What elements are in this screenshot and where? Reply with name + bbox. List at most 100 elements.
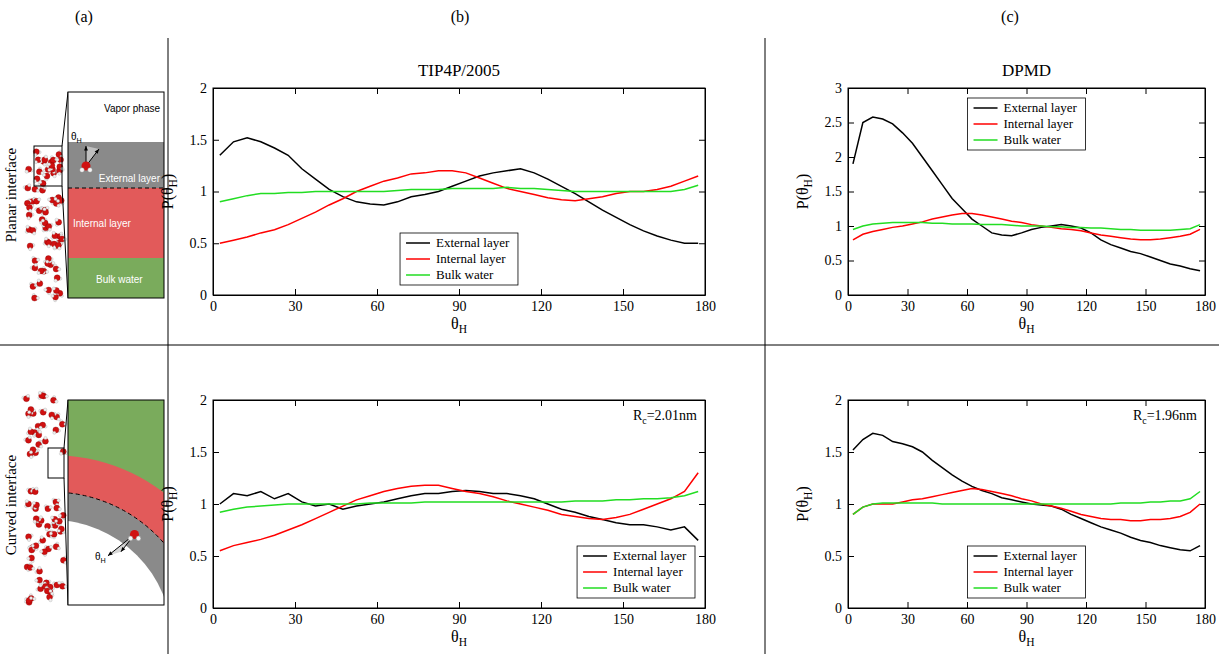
axis: 00.511.52 <box>190 393 220 616</box>
layer-divider <box>68 188 164 189</box>
tick-label: 1.5 <box>825 184 843 199</box>
plot-frame <box>213 88 705 295</box>
tick-mark <box>967 602 968 608</box>
series-line <box>853 214 1200 240</box>
tick-label: 2 <box>835 393 842 408</box>
legend-swatch <box>974 571 998 573</box>
molecule-h <box>32 567 35 570</box>
tick <box>459 400 460 406</box>
molecule-h <box>58 268 61 271</box>
tick-label: 1 <box>200 497 207 512</box>
tick-mark <box>295 88 296 94</box>
legend-label: External layer <box>613 548 687 563</box>
tick <box>1027 400 1028 406</box>
molecule-h <box>37 279 40 282</box>
legend: External layerInternal layerBulk water <box>968 98 1086 150</box>
tick: 150 <box>613 289 634 314</box>
molecule-h <box>58 247 61 250</box>
molecule-h <box>56 199 59 202</box>
molecule-h <box>52 231 55 234</box>
molecule-h <box>39 584 42 587</box>
molecule-h <box>25 170 28 173</box>
tick-label: 0 <box>200 601 207 616</box>
tick-label: 60 <box>961 612 975 627</box>
molecule-h <box>37 271 40 274</box>
molecule-h <box>55 400 58 403</box>
molecule-h <box>29 596 32 599</box>
tick-mark <box>213 295 219 296</box>
tick <box>699 295 705 296</box>
legend-swatch <box>974 587 998 589</box>
zoom-line <box>62 186 68 298</box>
molecule-h <box>64 585 67 588</box>
tick <box>699 88 705 89</box>
tick-label: 0 <box>835 288 842 303</box>
axis-line <box>1205 401 1206 609</box>
molecule-h <box>38 198 41 201</box>
tick-mark <box>213 556 219 557</box>
tick-label: 30 <box>901 612 915 627</box>
legend-swatch <box>974 139 998 141</box>
series-line <box>220 171 698 243</box>
tick: 2.5 <box>825 115 855 130</box>
tick: 0 <box>835 601 854 616</box>
tick <box>1199 157 1205 158</box>
molecule-h <box>32 501 35 504</box>
molecule-o <box>60 448 66 454</box>
tick <box>1199 556 1205 557</box>
molecule-h <box>56 199 59 202</box>
column-label: (b) <box>451 8 470 26</box>
legend-swatch <box>583 571 607 573</box>
molecule-h <box>52 287 55 290</box>
tick-mark <box>848 192 854 193</box>
y-axis-title: P(θH) <box>159 486 179 522</box>
tick-mark <box>848 504 854 505</box>
molecule-h <box>27 538 30 541</box>
legend-label: External layer <box>1004 100 1078 115</box>
zoom-line <box>64 478 68 605</box>
tick-mark <box>848 295 854 296</box>
tick-mark <box>699 140 705 141</box>
external-band <box>68 142 164 188</box>
legend-label: External layer <box>1004 548 1078 563</box>
tick <box>1086 400 1087 406</box>
tick-mark <box>1027 602 1028 608</box>
legend-box <box>968 546 1086 598</box>
tick: 1.5 <box>190 445 220 460</box>
tick-mark <box>1086 602 1087 608</box>
tick-mark <box>1027 289 1028 295</box>
arrow-head <box>121 547 125 552</box>
tick-mark <box>459 289 460 295</box>
tick-mark <box>1146 602 1147 608</box>
tick-mark <box>623 602 624 608</box>
molecule-h <box>47 163 50 166</box>
tick-mark <box>848 608 854 609</box>
tick: 60 <box>961 289 975 314</box>
molecule-h <box>38 391 41 394</box>
molecule-h <box>44 288 47 291</box>
molecule-h <box>43 208 46 211</box>
tick-mark <box>1199 261 1205 262</box>
legend-swatch <box>406 258 430 260</box>
molecule-h <box>128 536 133 541</box>
legend: External layerInternal layerBulk water <box>968 546 1086 598</box>
molecule-h <box>28 411 31 414</box>
tick: 1 <box>200 184 219 199</box>
legend-swatch <box>974 555 998 557</box>
tick-label: 0.5 <box>825 253 843 268</box>
axis-line <box>705 401 706 609</box>
tick: 1 <box>835 219 854 234</box>
tick-label: 0.5 <box>825 549 843 564</box>
tick-label: 0 <box>210 612 217 627</box>
annotation: Rc=1.96nm <box>1133 408 1197 426</box>
molecule-h <box>39 426 42 429</box>
tick-label: 180 <box>1195 612 1216 627</box>
tick <box>1199 226 1205 227</box>
tick-label: 180 <box>695 612 716 627</box>
x-axis-title: θH <box>1019 628 1035 648</box>
series-line <box>853 117 1200 271</box>
tick-label: 30 <box>901 299 915 314</box>
tick-mark <box>213 243 219 244</box>
molecule-h <box>47 198 50 201</box>
tick: 90 <box>453 289 467 314</box>
